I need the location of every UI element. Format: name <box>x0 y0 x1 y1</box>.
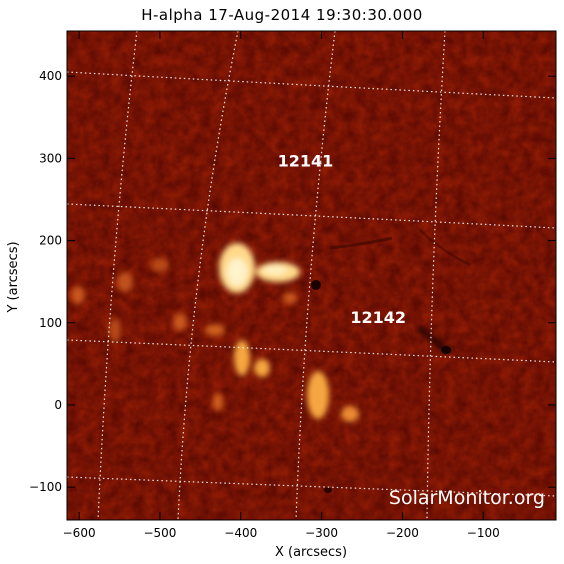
axis-ticks <box>67 31 556 520</box>
y-tick-label: 200 <box>39 234 62 248</box>
x-tick-labels: −600 −500 −400 −300 −200 −100 <box>63 526 500 540</box>
plot-frame <box>66 30 557 521</box>
active-region-label: 12141 <box>278 152 334 171</box>
dark-filaments <box>311 229 471 493</box>
y-tick-label: 100 <box>39 316 62 330</box>
x-tick-label: −600 <box>63 526 96 540</box>
x-tick-label: −500 <box>143 526 176 540</box>
active-region-labels: 12141 12142 <box>278 152 406 327</box>
y-axis-label: Y (arcsecs) <box>6 241 21 313</box>
x-tick-label: −300 <box>305 526 338 540</box>
x-axis-label: X (arcsecs) <box>275 545 347 560</box>
y-tick-labels: −100 0 100 200 300 400 <box>29 69 62 494</box>
y-tick-label: 400 <box>39 69 62 83</box>
x-tick-label: −200 <box>386 526 419 540</box>
solarmonitor-watermark: SolarMonitor.org <box>389 487 545 509</box>
active-region-label: 12142 <box>350 308 406 327</box>
heliographic-grid <box>67 31 556 520</box>
x-tick-label: −400 <box>224 526 257 540</box>
h-alpha-image <box>67 31 556 520</box>
image-title: H-alpha 17-Aug-2014 19:30:30.000 <box>141 6 423 24</box>
y-tick-label: 0 <box>54 398 62 412</box>
x-tick-label: −100 <box>467 526 500 540</box>
y-tick-label: −100 <box>29 480 62 494</box>
plage-bright-regions <box>71 243 359 422</box>
y-tick-label: 300 <box>39 151 62 165</box>
